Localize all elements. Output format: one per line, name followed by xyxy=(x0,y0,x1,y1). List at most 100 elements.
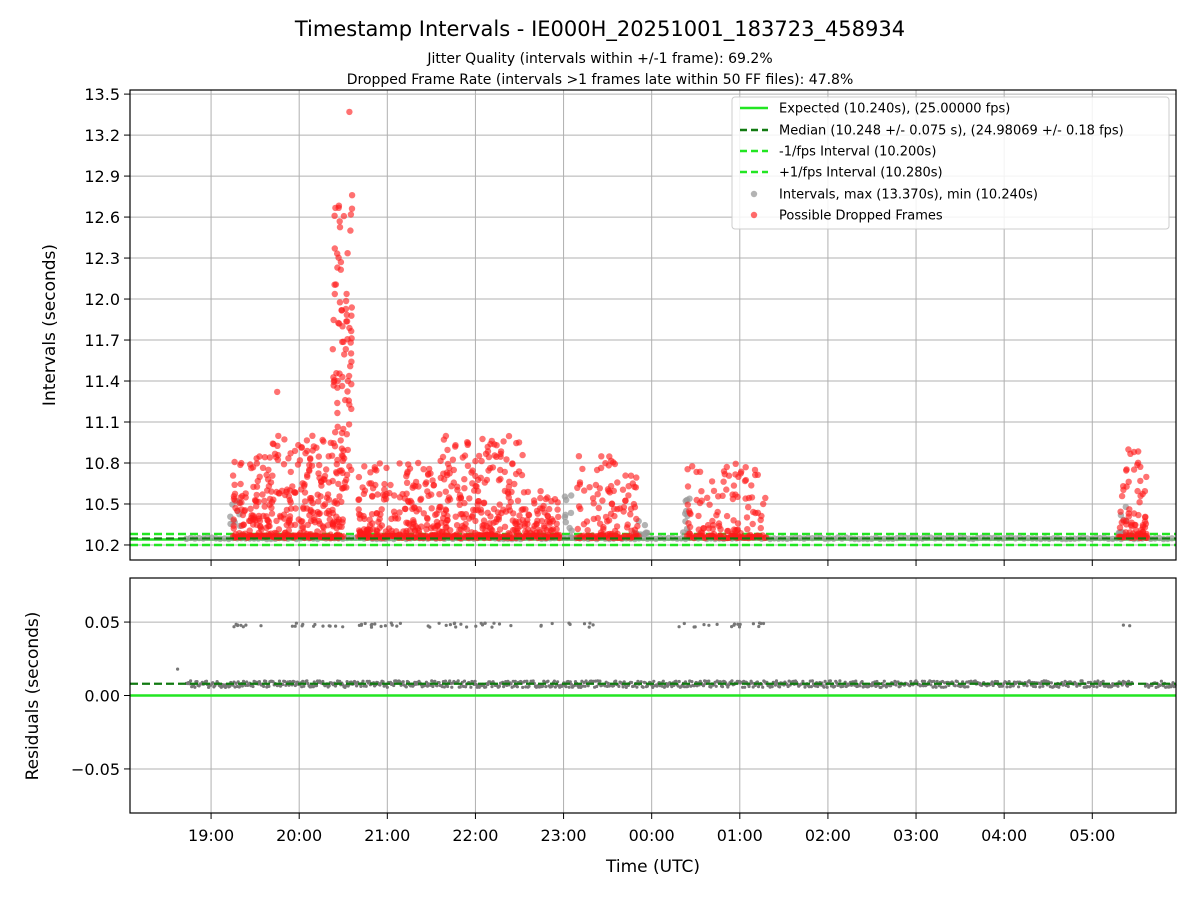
residual-point xyxy=(639,680,643,684)
dropped-frame-point xyxy=(530,526,537,533)
residual-point xyxy=(321,679,325,684)
dropped-frame-point xyxy=(495,477,503,484)
dropped-frame-point xyxy=(335,480,342,488)
dropped-frame-point xyxy=(444,497,452,504)
dropped-frame-point xyxy=(516,512,523,519)
dropped-frame-point xyxy=(348,205,356,212)
dropped-frame-point xyxy=(336,218,343,225)
dropped-frame-point xyxy=(514,497,522,504)
bottom-lines xyxy=(130,682,1176,697)
interval-point xyxy=(641,521,649,529)
legend-expected-label: Expected (10.240s), (25.00000 fps) xyxy=(779,102,1010,117)
dropped-frame-point xyxy=(509,517,516,524)
residual-point xyxy=(290,624,294,628)
dropped-frame-point xyxy=(706,501,713,508)
dropped-frame-point xyxy=(611,512,618,520)
residual-point xyxy=(730,679,734,683)
dropped-frame-point xyxy=(633,474,640,481)
residual-point xyxy=(234,622,238,627)
dropped-frame-point xyxy=(689,463,696,470)
xaxis-label: Time (UTC) xyxy=(605,857,700,877)
xtick-label: 23:00 xyxy=(541,826,587,845)
dropped-frame-point xyxy=(1123,467,1130,474)
residual-point xyxy=(884,685,889,689)
residual-point xyxy=(363,621,367,626)
dropped-frame-point xyxy=(1116,524,1124,531)
dropped-frame-point xyxy=(600,523,607,531)
residual-point xyxy=(479,621,483,625)
dropped-frame-point xyxy=(285,493,293,500)
dropped-frame-point xyxy=(513,527,520,535)
residual-point xyxy=(875,679,879,684)
dropped-frame-point xyxy=(259,464,267,471)
dropped-frame-point xyxy=(1134,487,1141,495)
xtick-label: 22:00 xyxy=(452,826,498,845)
dropped-frame-point xyxy=(684,466,691,473)
dropped-frame-point xyxy=(285,455,292,462)
dropped-frame-point xyxy=(307,497,315,504)
dropped-frame-point xyxy=(574,484,581,491)
dropped-frame-point xyxy=(530,497,538,504)
dropped-frame-point xyxy=(273,517,280,525)
dropped-frame-point xyxy=(1130,448,1138,456)
dropped-frame-point xyxy=(360,512,367,520)
dropped-frame-point xyxy=(339,338,346,346)
interval-point xyxy=(563,496,570,504)
residual-point xyxy=(497,622,502,626)
interval-point xyxy=(568,492,575,499)
dropped-frame-point xyxy=(479,522,486,529)
residual-point xyxy=(932,679,936,683)
dropped-frame-point xyxy=(596,485,603,492)
dropped-frame-point xyxy=(343,318,350,325)
dropped-frame-point xyxy=(575,453,583,460)
residual-point xyxy=(591,623,595,627)
dropped-frame-point xyxy=(478,457,485,465)
dropped-frame-point xyxy=(268,510,276,517)
residual-point xyxy=(661,679,665,683)
dropped-frame-point xyxy=(303,437,311,444)
bottom-ylabel: Residuals (seconds) xyxy=(23,612,43,781)
dropped-frame-point xyxy=(481,479,488,486)
residual-point xyxy=(546,679,550,683)
dropped-frame-point xyxy=(342,305,350,313)
dropped-frame-point xyxy=(334,456,341,464)
residual-point xyxy=(404,685,408,689)
top-ytick-label: 11.7 xyxy=(84,331,120,350)
dropped-frame-point xyxy=(599,497,606,504)
residual-point xyxy=(964,685,968,689)
residual-point xyxy=(431,684,435,689)
residual-point xyxy=(486,682,490,687)
dropped-frame-point xyxy=(696,468,704,475)
dropped-frame-point xyxy=(575,503,583,510)
dropped-frame-point xyxy=(684,501,691,508)
residual-point xyxy=(1007,680,1011,684)
dropped-frame-point xyxy=(589,495,597,502)
dropped-frame-point xyxy=(732,460,739,467)
dropped-frame-point xyxy=(237,480,244,488)
dropped-frame-point xyxy=(355,506,362,513)
bottom-points xyxy=(176,621,1177,690)
dropped-frame-point xyxy=(319,436,326,444)
residual-point xyxy=(484,685,488,689)
residual-point xyxy=(515,685,520,689)
dropped-frame-point xyxy=(1141,518,1149,525)
dropped-frame-point xyxy=(376,515,383,523)
dropped-frame-point xyxy=(408,499,415,506)
interval-point xyxy=(562,519,569,526)
dropped-frame-point xyxy=(614,479,621,486)
dropped-frame-point xyxy=(537,494,544,502)
xtick-label: 03:00 xyxy=(893,826,939,845)
dropped-frame-point xyxy=(594,491,601,498)
dropped-frame-point xyxy=(723,463,730,471)
dropped-frame-point xyxy=(590,515,597,523)
dropped-frame-point xyxy=(524,488,532,496)
residual-point xyxy=(492,621,496,625)
dropped-frame-point xyxy=(533,520,540,528)
dropped-frame-point xyxy=(754,471,761,478)
dropped-frame-point xyxy=(555,513,562,521)
dropped-frame-point xyxy=(436,491,443,498)
dropped-frame-point xyxy=(296,457,304,464)
residual-point xyxy=(677,625,681,629)
top-ytick-label: 10.5 xyxy=(84,495,120,514)
dropped-frame-point xyxy=(334,264,341,271)
